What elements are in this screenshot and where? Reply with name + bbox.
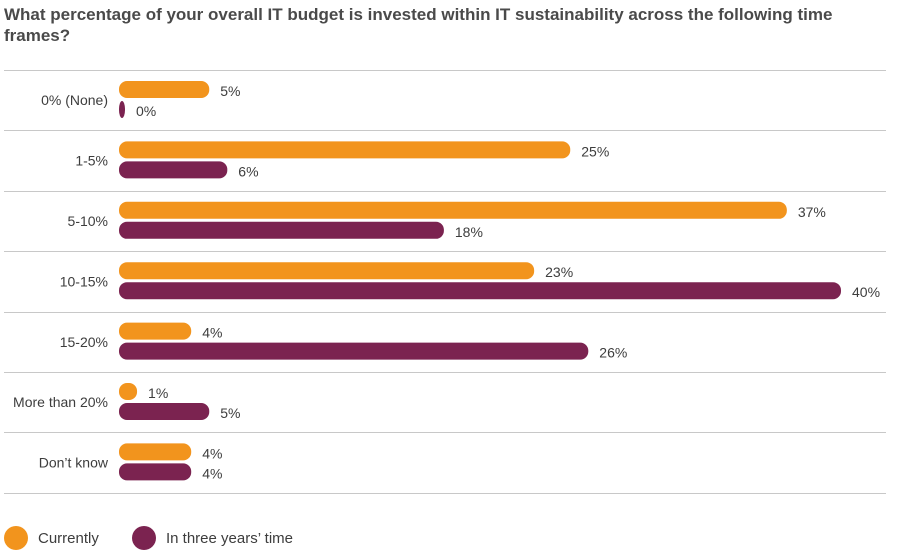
data-label: 23% [545,264,573,280]
bar-currently [119,443,192,461]
legend-swatch-three-years [132,526,156,550]
legend-swatch-currently [4,526,28,550]
data-label: 25% [581,143,609,159]
legend-label-three-years: In three years’ time [166,529,293,547]
category-label: 10-15% [60,273,108,289]
data-label: 37% [798,204,826,220]
bar-three-years [119,161,228,179]
bar-three-years [119,463,192,481]
data-label: 26% [599,345,627,361]
bar-three-years [119,221,444,239]
data-label: 6% [238,163,258,179]
category-label: 15-20% [60,334,108,350]
bar-three-years [119,403,210,420]
data-label: 18% [455,224,483,240]
category-label: 5-10% [68,213,108,229]
legend-item-currently[interactable]: Currently [4,523,99,553]
data-label: 5% [220,405,240,421]
bar-currently [119,262,535,280]
category-label: 1-5% [75,153,108,169]
data-label: 5% [220,83,240,99]
bar-three-years [119,342,589,360]
bar-currently [119,383,138,400]
data-label: 4% [202,445,222,461]
bar-currently [119,141,571,159]
chart-title: What percentage of your overall IT budge… [4,5,833,45]
bar-three-years [119,101,125,118]
bar-currently [119,201,787,219]
category-label: More than 20% [13,394,108,410]
legend-item-three-years[interactable]: In three years’ time [132,523,293,553]
data-label: 4% [202,465,222,481]
legend-label-currently: Currently [38,529,99,547]
category-label: Don’t know [39,455,109,471]
data-label: 0% [136,103,156,119]
bar-currently [119,322,192,340]
bar-currently [119,81,210,98]
category-label: 0% (None) [41,92,108,108]
data-label: 4% [202,325,222,341]
data-label: 40% [852,284,880,300]
data-label: 1% [148,385,168,401]
bar-three-years [119,282,841,300]
